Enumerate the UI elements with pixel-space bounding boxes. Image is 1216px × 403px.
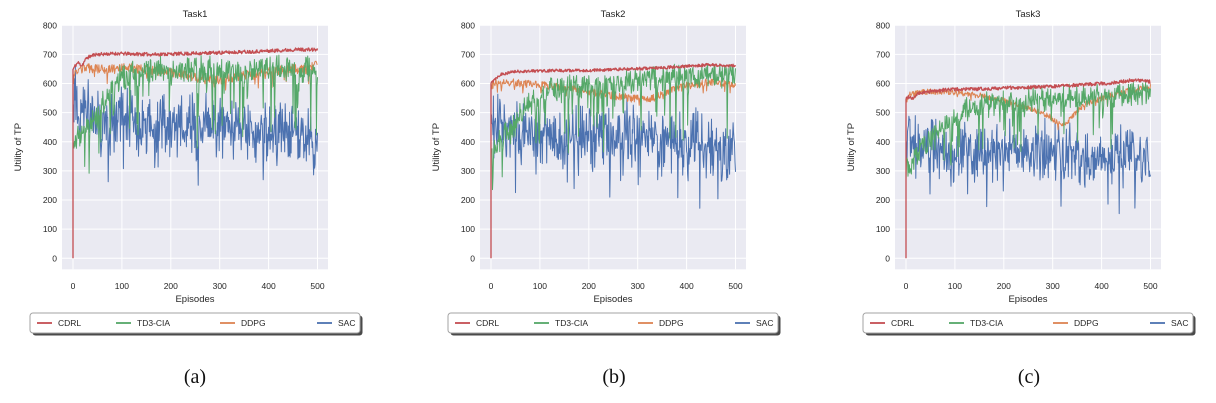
series-line-CDRL <box>905 78 1151 259</box>
x-tick-label: 0 <box>904 281 909 291</box>
subfigure-caption-a: (a) <box>183 366 207 388</box>
x-tick-label: 100 <box>948 281 962 291</box>
series-group <box>72 47 319 259</box>
legend-box <box>447 312 779 334</box>
chart-title: Task1 <box>183 9 208 20</box>
x-tick-label: 200 <box>997 281 1011 291</box>
x-tick-label: 500 <box>1143 281 1157 291</box>
y-tick-label: 800 <box>876 20 890 30</box>
x-tick-label: 500 <box>728 281 742 291</box>
legend-box <box>862 312 1194 334</box>
legend-label-TD3-CIA: TD3-CIA <box>137 318 170 328</box>
y-tick-label: 500 <box>43 108 57 118</box>
y-tick-label: 400 <box>461 137 475 147</box>
x-axis-label: Episodes <box>593 294 632 305</box>
y-tick-label: 200 <box>876 195 890 205</box>
chart-panel-a: 0 100 200 300 400 500 600 700 800 0 100 200 300 400 50… <box>0 0 405 403</box>
subfigure-caption-b: (b) <box>602 366 626 388</box>
y-tick-label: 700 <box>876 49 890 59</box>
series-line-TD3-CIA <box>72 54 318 174</box>
y-tick-label: 700 <box>461 49 475 59</box>
legend-label-CDRL: CDRL <box>476 318 499 328</box>
y-tick-label: 300 <box>43 166 57 176</box>
x-tick-label: 300 <box>1046 281 1060 291</box>
y-tick-label: 0 <box>470 253 475 263</box>
y-tick-label: 200 <box>43 195 57 205</box>
series-line-SAC <box>72 66 318 186</box>
y-tick-label: 100 <box>461 224 475 234</box>
y-tick-label: 0 <box>885 253 890 263</box>
legend-label-SAC: SAC <box>338 318 355 328</box>
series-group <box>490 62 737 259</box>
series-line-CDRL <box>72 47 319 259</box>
legend-box <box>29 312 361 334</box>
chart-panel-c: 0 100 200 300 400 500 600 700 800 0 100 200 300 400 50… <box>810 0 1216 403</box>
series-line-SAC <box>905 115 1151 215</box>
x-tick-label: 100 <box>533 281 547 291</box>
y-tick-label: 600 <box>43 79 57 89</box>
x-tick-label: 400 <box>1095 281 1109 291</box>
subfigure-caption-c: (c) <box>1017 366 1041 388</box>
x-tick-label: 400 <box>262 281 276 291</box>
y-axis-label: Utility of TP <box>846 123 857 171</box>
y-axis-label: Utility of TP <box>13 123 24 171</box>
chart-panel-b: 0 100 200 300 400 500 600 700 800 0 100 200 300 400 50… <box>405 0 810 403</box>
legend-label-TD3-CIA: TD3-CIA <box>970 318 1003 328</box>
chart-svg: 0 100 200 300 400 500 600 700 800 0 100 200 300 400 50… <box>846 9 1196 336</box>
x-tick-label: 300 <box>213 281 227 291</box>
chart-svg: 0 100 200 300 400 500 600 700 800 0 100 200 300 400 50… <box>13 9 363 336</box>
chart-title: Task2 <box>601 9 626 20</box>
y-tick-label: 600 <box>876 79 890 89</box>
x-axis-label: Episodes <box>1008 294 1047 305</box>
legend-label-CDRL: CDRL <box>891 318 914 328</box>
series-line-TD3-CIA <box>490 63 736 191</box>
y-tick-label: 400 <box>43 137 57 147</box>
y-tick-label: 500 <box>876 108 890 118</box>
y-tick-label: 0 <box>52 253 57 263</box>
legend-label-DDPG: DDPG <box>659 318 684 328</box>
chart-svg: 0 100 200 300 400 500 600 700 800 0 100 200 300 400 50… <box>431 9 781 336</box>
series-line-SAC <box>490 93 736 209</box>
y-tick-label: 700 <box>43 49 57 59</box>
x-tick-label: 500 <box>310 281 324 291</box>
legend-label-SAC: SAC <box>756 318 773 328</box>
y-tick-label: 300 <box>461 166 475 176</box>
x-tick-label: 300 <box>631 281 645 291</box>
y-tick-label: 200 <box>461 195 475 205</box>
series-line-CDRL <box>490 62 737 259</box>
x-tick-label: 0 <box>71 281 76 291</box>
x-tick-label: 400 <box>680 281 694 291</box>
x-tick-label: 100 <box>115 281 129 291</box>
y-tick-label: 100 <box>43 224 57 234</box>
y-tick-label: 800 <box>461 20 475 30</box>
chart-title: Task3 <box>1016 9 1041 20</box>
series-group <box>905 78 1151 259</box>
y-tick-label: 600 <box>461 79 475 89</box>
legend-label-TD3-CIA: TD3-CIA <box>555 318 588 328</box>
y-tick-label: 400 <box>876 137 890 147</box>
y-tick-label: 100 <box>876 224 890 234</box>
x-tick-label: 200 <box>164 281 178 291</box>
line-chart-task3: 0 100 200 300 400 500 600 700 800 0 100 200 300 400 50… <box>810 0 1216 350</box>
legend-label-SAC: SAC <box>1171 318 1188 328</box>
legend-label-CDRL: CDRL <box>58 318 81 328</box>
legend-label-DDPG: DDPG <box>241 318 266 328</box>
y-tick-label: 500 <box>461 108 475 118</box>
x-tick-label: 200 <box>582 281 596 291</box>
line-chart-task2: 0 100 200 300 400 500 600 700 800 0 100 200 300 400 50… <box>405 0 810 350</box>
y-tick-label: 800 <box>43 20 57 30</box>
y-axis-label: Utility of TP <box>431 123 442 171</box>
x-axis-label: Episodes <box>175 294 214 305</box>
y-tick-label: 300 <box>876 166 890 176</box>
x-tick-label: 0 <box>489 281 494 291</box>
line-chart-task1: 0 100 200 300 400 500 600 700 800 0 100 200 300 400 50… <box>0 0 405 350</box>
legend-label-DDPG: DDPG <box>1074 318 1099 328</box>
series-line-TD3-CIA <box>905 82 1151 180</box>
